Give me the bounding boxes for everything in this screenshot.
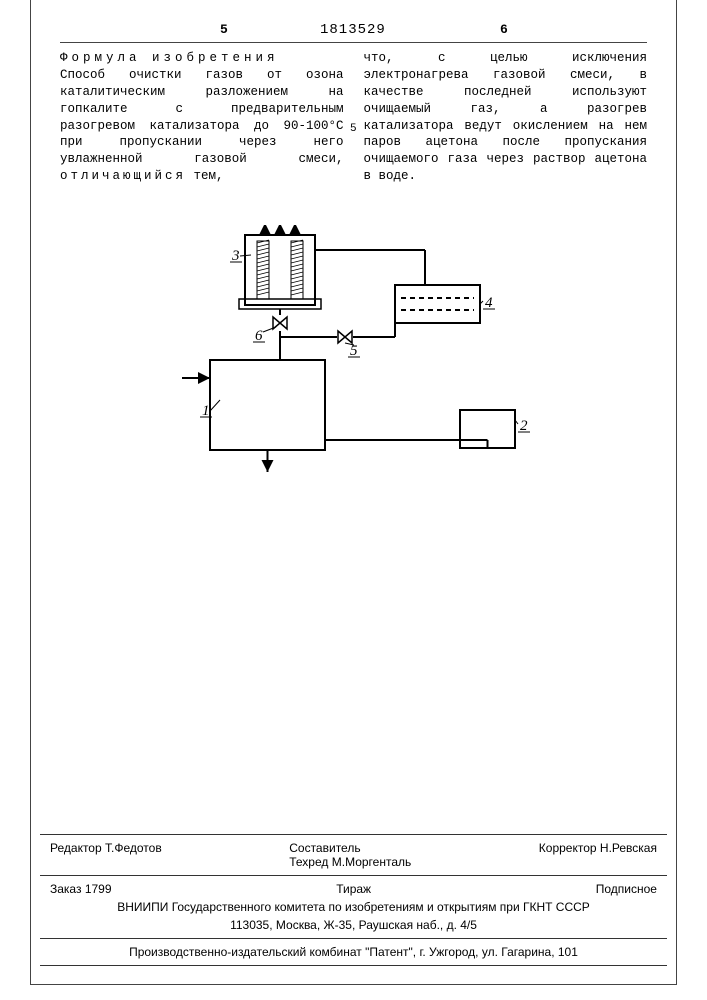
footer-rule	[40, 938, 667, 939]
footer-rule	[40, 875, 667, 876]
header-rule	[60, 42, 647, 43]
order-cell: Заказ 1799	[50, 882, 112, 896]
right-column: что, с целью исключения электронагрева г…	[364, 50, 648, 185]
footer-rule	[40, 834, 667, 835]
footer-rule	[40, 965, 667, 966]
claim-left-text: Способ очистки газов от озона каталитиче…	[60, 68, 344, 166]
org-line-1: ВНИИПИ Государственного комитета по изоб…	[40, 898, 667, 916]
claim-text: Формула изобретения Способ очистки газов…	[60, 50, 647, 185]
press-line: Производственно-издательский комбинат "П…	[40, 943, 667, 961]
claim-emphasis: отличающийся	[60, 169, 186, 183]
column-number-left: 5	[220, 22, 228, 37]
footer-order-row: Заказ 1799 Тираж Подписное	[40, 880, 667, 898]
left-column: Формула изобретения Способ очистки газов…	[60, 50, 344, 185]
editor-cell: Редактор Т.Федотов	[50, 841, 162, 869]
compiler-cell: Составитель Техред М.Моргенталь	[289, 841, 411, 869]
column-number-right: 6	[500, 22, 508, 37]
page: 5 6 1813529 Формула изобретения Способ о…	[0, 0, 707, 1000]
document-number: 1813529	[320, 22, 386, 38]
claim-left-tail: тем,	[186, 169, 224, 183]
footer-credits-row: Редактор Т.Федотов Составитель Техред М.…	[40, 839, 667, 871]
corrector-cell: Корректор Н.Ревская	[539, 841, 657, 869]
claim-title: Формула изобретения	[60, 51, 279, 65]
claim-right-text: что, с целью исключения электронагрева г…	[364, 51, 648, 183]
tirazh-cell: Тираж	[336, 882, 371, 896]
footer-block: Редактор Т.Федотов Составитель Техред М.…	[40, 830, 667, 970]
org-line-2: 113035, Москва, Ж-35, Раушская наб., д. …	[40, 916, 667, 934]
subscript-cell: Подписное	[596, 882, 657, 896]
process-diagram: 341256	[140, 225, 560, 505]
side-line-marker: 5	[350, 123, 357, 135]
